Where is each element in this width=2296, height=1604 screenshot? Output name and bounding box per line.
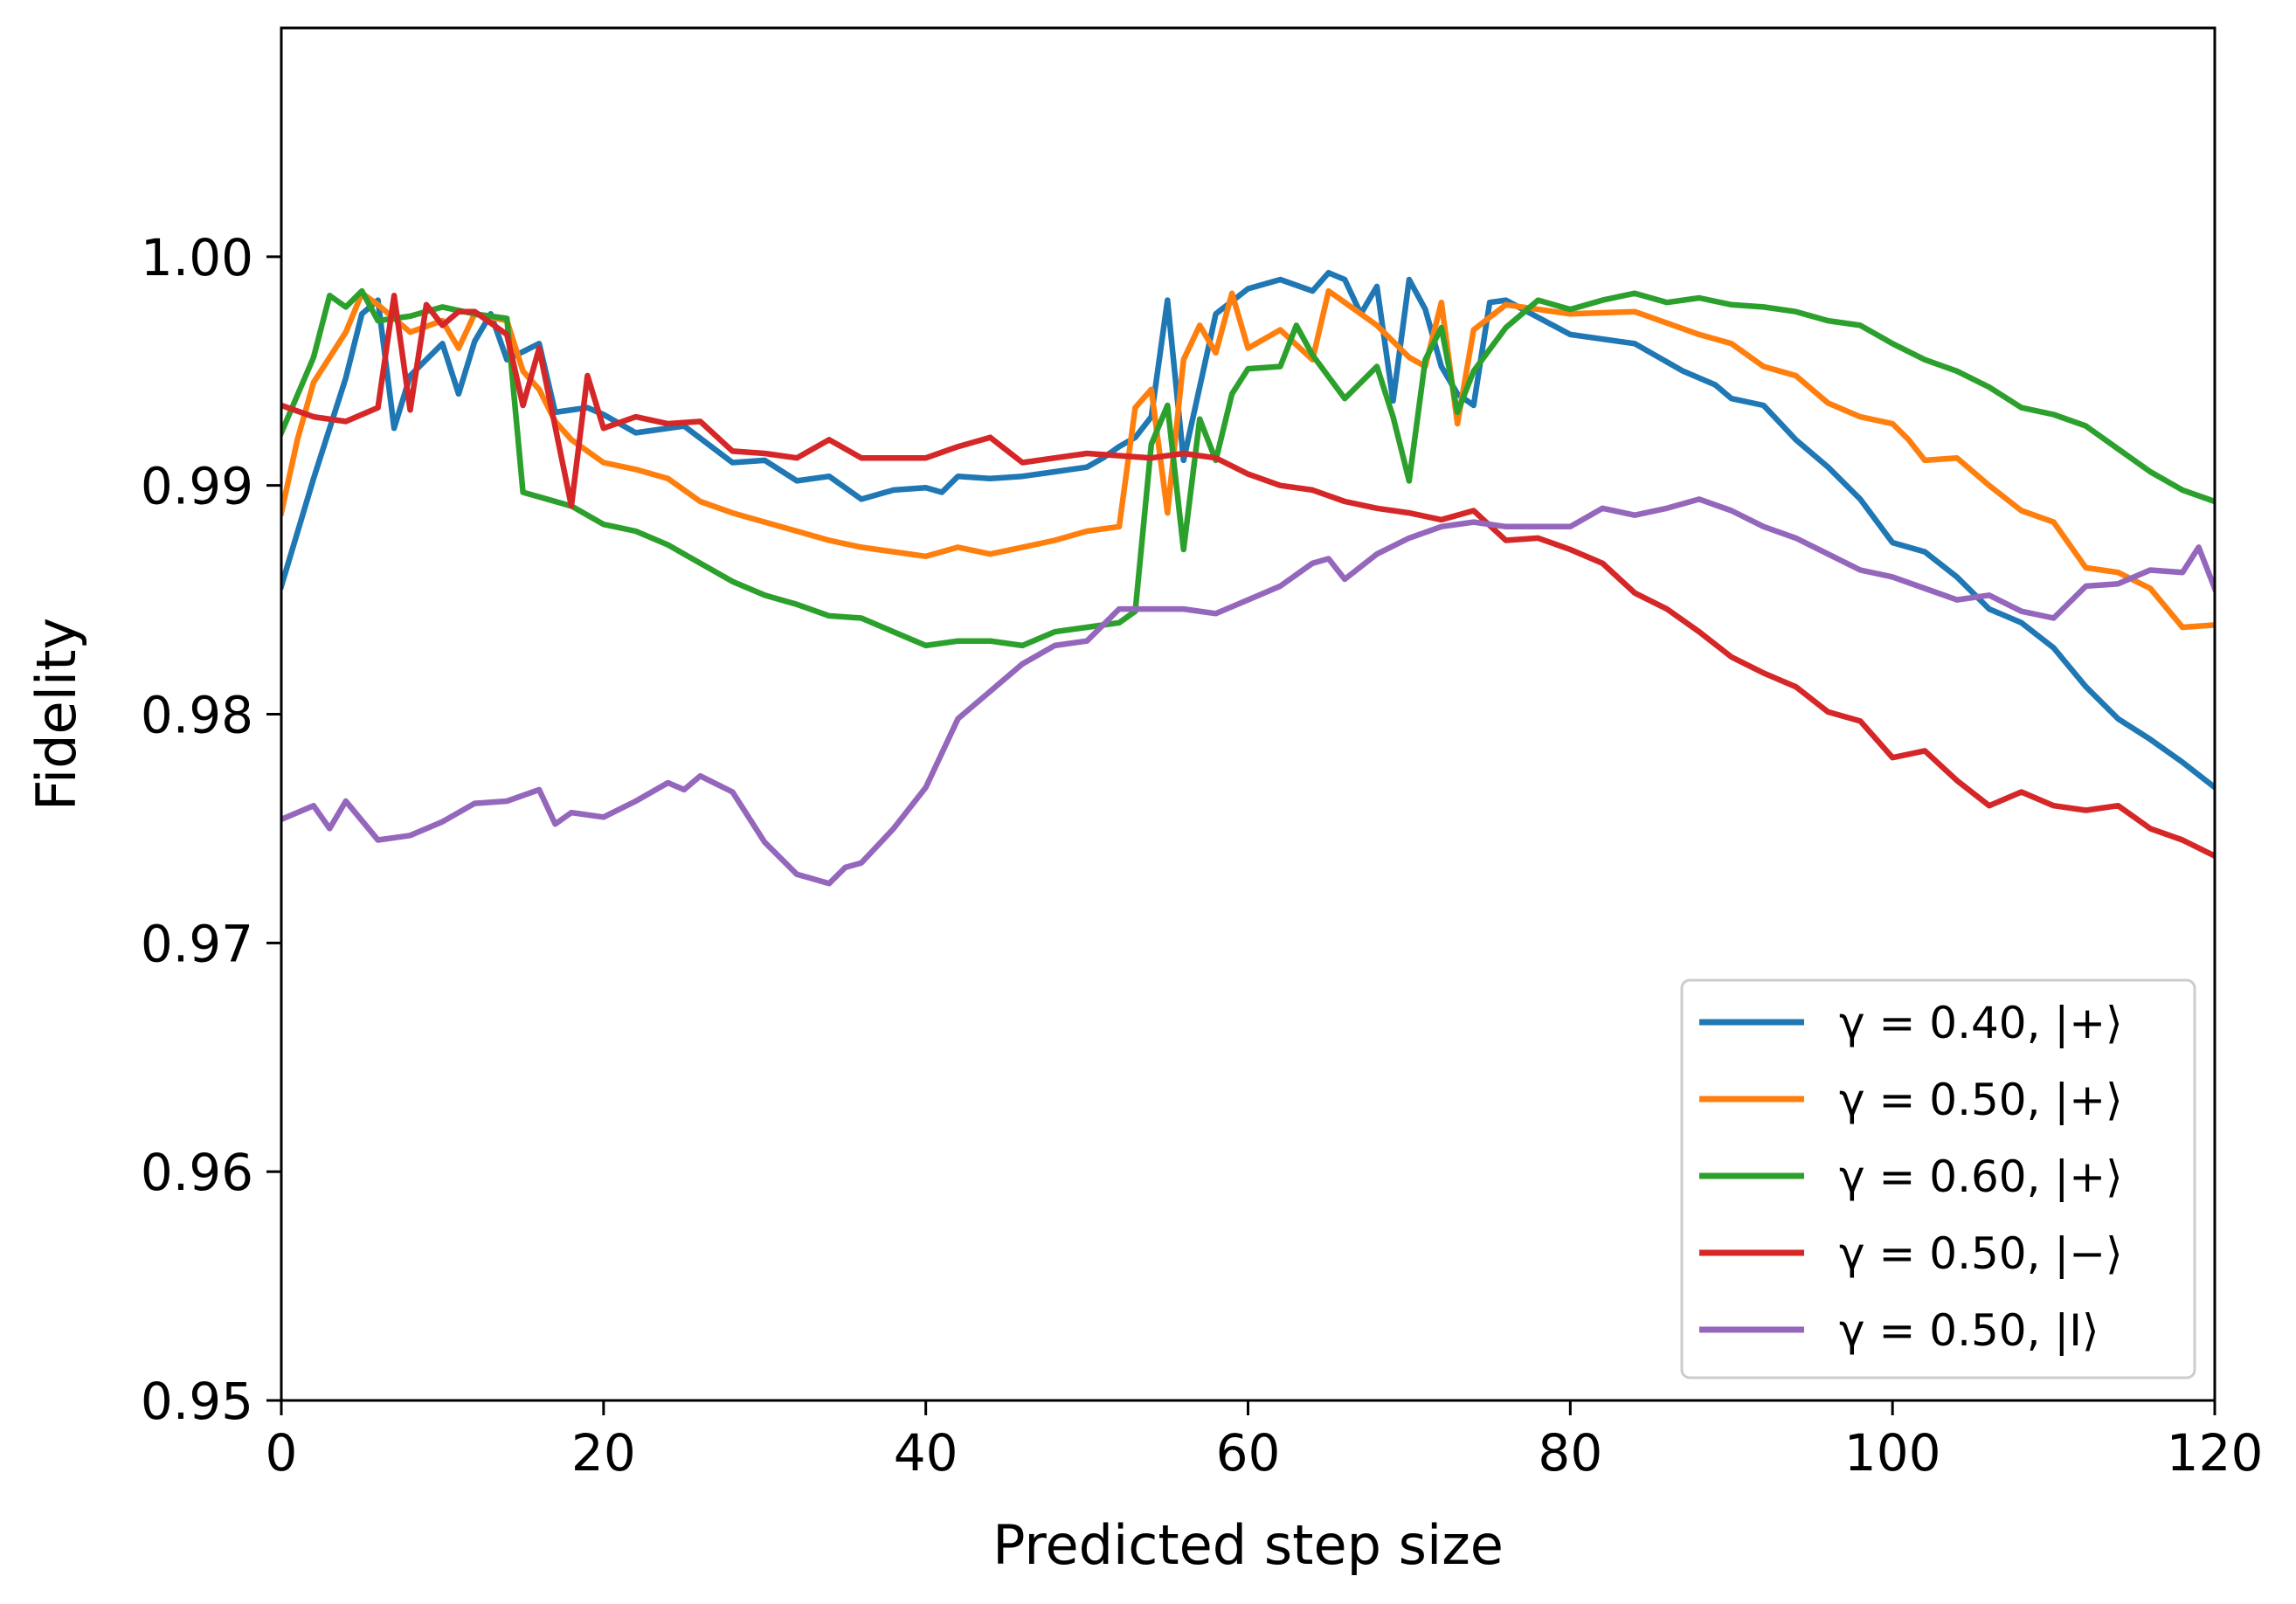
legend-label: γ = 0.40, |+⟩ bbox=[1839, 998, 2123, 1048]
legend-label: γ = 0.50, |+⟩ bbox=[1839, 1075, 2123, 1125]
x-tick-label: 120 bbox=[2167, 1423, 2264, 1483]
x-axis-label: Predicted step size bbox=[992, 1513, 1504, 1577]
x-tick-label: 0 bbox=[266, 1423, 298, 1483]
y-axis-label: Fidelity bbox=[24, 618, 88, 811]
y-tick-label: 1.00 bbox=[141, 228, 253, 287]
y-tick-label: 0.96 bbox=[141, 1143, 253, 1202]
series-lines bbox=[281, 269, 2215, 887]
legend-label: γ = 0.50, |I⟩ bbox=[1839, 1305, 2099, 1356]
legend-label: γ = 0.50, |−⟩ bbox=[1839, 1228, 2123, 1279]
series-line-4 bbox=[281, 293, 2215, 860]
x-tick-label: 40 bbox=[894, 1423, 958, 1483]
series-line-3 bbox=[281, 287, 2215, 649]
x-tick-label: 20 bbox=[571, 1423, 636, 1483]
legend-label: γ = 0.60, |+⟩ bbox=[1839, 1151, 2123, 1202]
legend-box bbox=[1680, 978, 2196, 1379]
x-tick-label: 80 bbox=[1538, 1423, 1602, 1483]
y-axis: 0.95 0.96 0.97 0.98 0.99 1.00 bbox=[141, 228, 281, 1431]
series-line-5 bbox=[281, 496, 2215, 887]
legend: γ = 0.40, |+⟩ γ = 0.50, |+⟩ γ = 0.60, |+⟩ γ… bbox=[1680, 978, 2196, 1379]
y-tick-label: 0.97 bbox=[141, 914, 253, 973]
y-tick-label: 0.95 bbox=[141, 1372, 253, 1431]
y-tick-label: 0.98 bbox=[141, 686, 253, 745]
x-tick-label: 60 bbox=[1216, 1423, 1281, 1483]
series-line-1 bbox=[281, 269, 2215, 792]
x-axis: 0 20 40 60 80 100 120 bbox=[266, 1400, 2264, 1483]
x-tick-label: 100 bbox=[1844, 1423, 1941, 1483]
y-tick-label: 0.99 bbox=[141, 457, 253, 516]
series-line-2 bbox=[281, 287, 2215, 631]
